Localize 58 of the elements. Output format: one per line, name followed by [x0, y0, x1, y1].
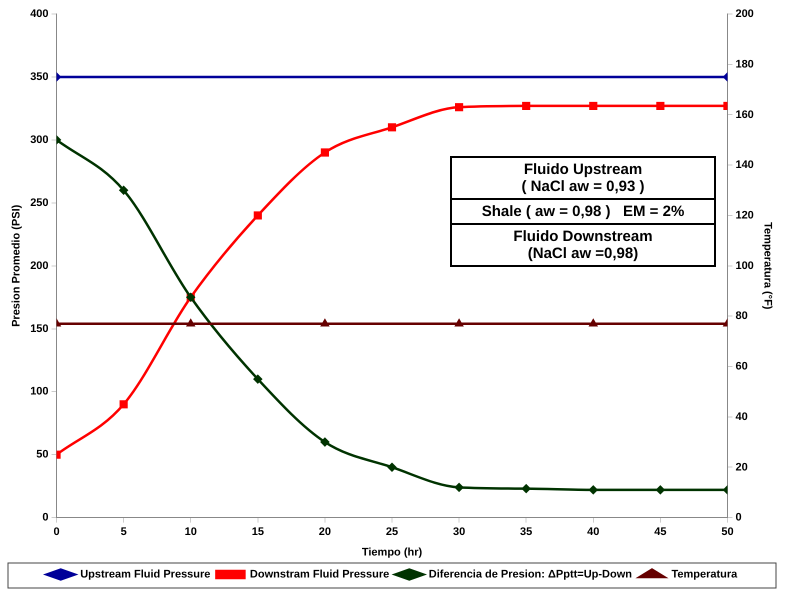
- point: [320, 438, 330, 446]
- y2-axis-title: Temperatura (°F): [761, 222, 774, 310]
- y-tick-label: 200: [30, 260, 49, 272]
- y2-tick-label: 120: [735, 209, 754, 222]
- x-tick-label: 25: [386, 526, 398, 538]
- x-tick-label: 35: [520, 526, 532, 538]
- legend-label: Downstram Fluid Pressure: [250, 568, 390, 581]
- point: [589, 102, 598, 110]
- y-tick-label: 150: [30, 322, 49, 335]
- x-tick-label: 5: [120, 526, 127, 538]
- y-tick-label: 250: [30, 196, 49, 209]
- y-tick-label: 0: [42, 512, 49, 524]
- point: [454, 483, 464, 492]
- y2-tick-label: 180: [735, 58, 754, 70]
- x-tick-label: 40: [587, 526, 600, 538]
- x-tick-label: 10: [184, 526, 197, 538]
- x-tick-label: 20: [318, 526, 332, 538]
- x-tick-label: 45: [654, 526, 666, 538]
- annotation: Fluido Downstream (NaCl aw =0,98): [512, 227, 654, 264]
- point: [388, 123, 396, 132]
- y2-tick-label: 160: [735, 108, 754, 121]
- x-tick-label: 15: [252, 526, 264, 538]
- annotation: Fluido Upstream ( NaCl aw = 0,93 ): [452, 158, 714, 200]
- y-tick-label: 400: [30, 8, 49, 20]
- point: [522, 484, 530, 493]
- point: [656, 102, 664, 110]
- annotation: Shale ( aw = 0,98 ) EM = 2%: [452, 200, 714, 225]
- point: [455, 103, 464, 112]
- y2-tick-label: 200: [735, 8, 754, 20]
- point: [254, 374, 262, 384]
- y-tick-label: 100: [30, 386, 49, 398]
- point: [589, 486, 598, 494]
- y2-tick-label: 40: [735, 410, 748, 423]
- x-axis-title: Tiempo (hr): [362, 546, 422, 558]
- y-tick-label: 50: [36, 448, 49, 461]
- y2-tick-label: 80: [735, 310, 748, 322]
- point: [120, 400, 128, 408]
- x-tick-label: 30: [452, 526, 466, 538]
- y2-tick-label: 60: [735, 360, 748, 373]
- y-tick-label: 300: [30, 134, 49, 146]
- point: [320, 148, 329, 157]
- y2-tick-label: 140: [735, 159, 754, 172]
- x-tick-label: 50: [721, 526, 734, 538]
- y-axis-title: Presion Promedio (PSI): [10, 204, 23, 327]
- legend-label: Upstream Fluid Pressure: [80, 568, 210, 581]
- text-box: Fluido Upstream ( NaCl aw = 0,93 ) Shale ( aw = 0,98 ) EM = 2% Fluido Downstream (NaCl aw =0,98): [450, 156, 716, 267]
- y2-tick-label: 100: [735, 260, 754, 272]
- point: [656, 486, 665, 494]
- y2-tick-label: 20: [735, 461, 748, 474]
- legend-label: Diferencia de Presion: ΔPptt=Up-Down: [428, 568, 632, 581]
- point: [254, 211, 262, 220]
- y-tick-label: 350: [30, 70, 49, 83]
- legend-label: Temperatura: [671, 568, 738, 581]
- x-tick-label: 0: [53, 526, 60, 538]
- point: [522, 102, 530, 110]
- y2-tick-label: 0: [735, 512, 742, 524]
- point: [119, 186, 128, 195]
- point: [388, 462, 396, 472]
